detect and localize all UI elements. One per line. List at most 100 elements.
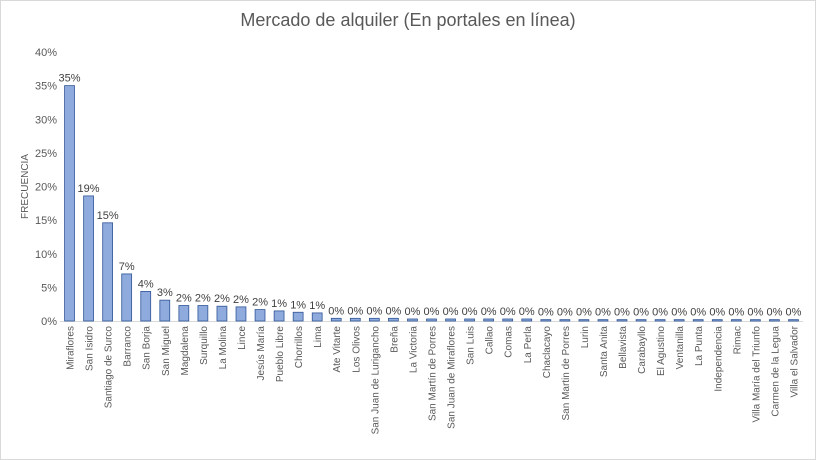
bar (388, 317, 399, 322)
bar (578, 319, 590, 322)
x-tick-label: Villa el Salvador (789, 325, 800, 397)
y-tick-label: 10% (35, 249, 57, 261)
data-label: 0% (633, 307, 649, 319)
x-tick-label: San Isidro (85, 326, 96, 371)
bar (407, 318, 418, 322)
bar (616, 319, 628, 322)
data-label: 3% (157, 287, 173, 299)
data-label: 0% (462, 306, 478, 318)
x-tick-label: Santiago de Surco (104, 326, 115, 409)
x-tick-label: La Molina (218, 326, 229, 370)
bar (197, 305, 209, 322)
bar (140, 291, 152, 322)
y-tick-label: 30% (35, 114, 57, 126)
y-tick-label: 5% (41, 282, 57, 294)
data-label: 0% (690, 307, 706, 319)
data-label: 1% (309, 300, 325, 312)
data-label: 0% (747, 307, 763, 319)
data-label: 2% (195, 293, 211, 305)
y-axis-label: FRECUENCIA (20, 154, 31, 219)
data-label: 0% (500, 306, 516, 318)
y-tick-label: 40% (35, 47, 57, 59)
bar (750, 319, 761, 322)
bar (102, 222, 113, 322)
bar (330, 317, 342, 322)
x-tick-label: Los Olivos (351, 326, 362, 373)
x-tick-label: Magdalena (180, 326, 191, 376)
x-tick-label: La Perla (523, 326, 534, 364)
bar (349, 317, 361, 322)
bar (502, 318, 514, 322)
data-label: 0% (595, 307, 611, 319)
data-label: 0% (481, 306, 497, 318)
x-tick-label: San Luis (466, 326, 477, 365)
bar (521, 318, 533, 322)
x-tick-label: San Martin de Porres (561, 326, 572, 421)
chart-title: Mercado de alquiler (En portales en líne… (240, 10, 576, 30)
bar (597, 319, 609, 322)
x-tick-label: El Agustino (656, 326, 667, 376)
x-tick-label: La Victoria (408, 326, 419, 374)
x-tick-label: San Juan de Miraflores (447, 326, 458, 429)
x-tick-label: Rimac (732, 326, 743, 354)
data-label: 0% (557, 307, 573, 319)
data-label: 2% (214, 293, 230, 305)
data-label: 0% (538, 307, 554, 319)
x-tick-label: Jesús María (256, 326, 267, 381)
data-label: 0% (709, 307, 725, 319)
data-label: 2% (176, 293, 192, 305)
y-tick-label: 20% (35, 182, 57, 194)
bar (311, 312, 323, 322)
data-label: 0% (404, 306, 420, 318)
data-label: 0% (424, 306, 440, 318)
bar (730, 319, 742, 322)
x-tick-label: Surquillo (199, 326, 210, 365)
x-tick-label: Ventanilla (675, 326, 686, 370)
x-tick-label: Callao (485, 326, 496, 355)
x-tick-label: Ate Vitarte (332, 326, 343, 373)
x-tick-label: Chorrillos (294, 326, 305, 368)
bar (292, 311, 304, 322)
bar (235, 306, 247, 322)
data-label: 0% (652, 307, 668, 319)
x-tick-label: Pueblo Libre (275, 326, 286, 383)
data-label: 0% (728, 307, 744, 319)
data-label: 35% (59, 73, 81, 85)
data-label: 0% (671, 307, 687, 319)
x-tick-label: Barranco (123, 326, 134, 367)
bar (178, 305, 190, 322)
bar (121, 273, 133, 322)
bar (692, 319, 704, 322)
bar (559, 319, 571, 322)
x-tick-label: Bellavista (618, 326, 629, 369)
data-label: 1% (290, 299, 306, 311)
data-label: 0% (766, 307, 782, 319)
bar (711, 319, 723, 322)
x-tick-label: Lince (237, 326, 248, 350)
y-tick-label: 0% (41, 316, 57, 328)
x-tick-label: San Juan de Lurigancho (370, 326, 381, 435)
bar (159, 299, 171, 322)
data-label: 4% (138, 278, 154, 290)
x-tick-label: Santa Anita (599, 326, 610, 378)
data-label: 0% (576, 307, 592, 319)
x-tick-label: Breña (389, 326, 400, 353)
x-tick-label: San Borja (142, 326, 153, 370)
bar (654, 319, 666, 322)
x-tick-label: Comas (504, 326, 515, 358)
bar (368, 317, 380, 322)
data-label: 2% (233, 294, 249, 306)
bar (483, 318, 495, 322)
data-label: 2% (252, 297, 268, 309)
data-label: 0% (519, 306, 535, 318)
data-label: 7% (119, 261, 135, 273)
x-tick-label: San Miguel (161, 326, 172, 376)
bar (254, 309, 266, 322)
bar (83, 195, 94, 322)
x-tick-label: Carmen de la Legua (770, 326, 781, 417)
x-tick-label: La Punta (694, 326, 705, 366)
bar (540, 319, 552, 322)
data-label: 15% (97, 210, 119, 222)
y-tick-label: 15% (35, 215, 57, 227)
